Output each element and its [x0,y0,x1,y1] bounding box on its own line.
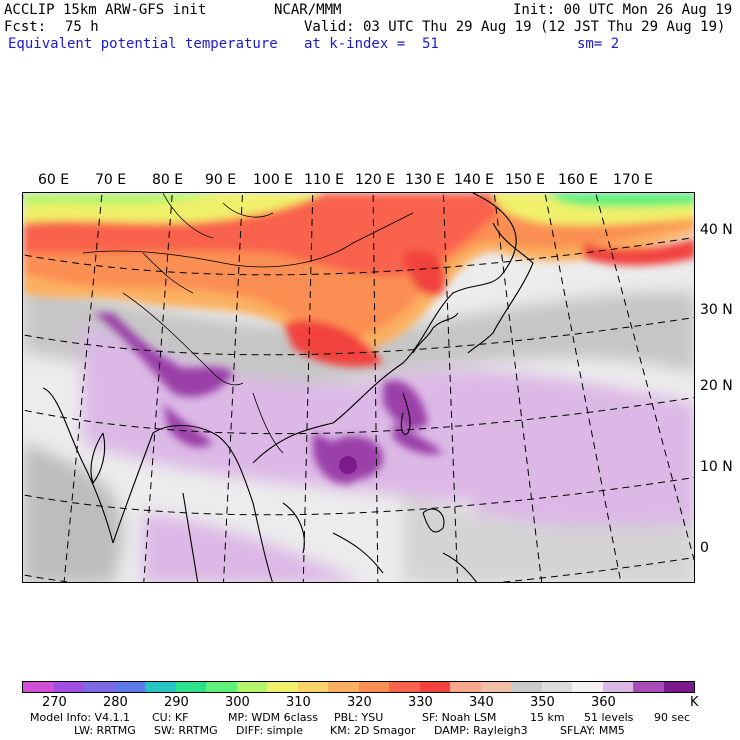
lon-label: 90 E [205,172,237,188]
colorbar-swatch [602,682,633,692]
lon-label: 120 E [355,172,396,188]
colorbar-swatch [84,682,115,692]
footer-levels: 51 levels [584,711,634,724]
footer-pbl: PBL: YSU [334,711,384,724]
colorbar-swatch [358,682,389,692]
init-time: Init: 00 UTC Mon 26 Aug 19 [513,2,733,18]
forecast-label: Fcst: [4,19,47,35]
footer-model-info: Model Info: V4.1.1 [30,711,131,724]
lat-label: 10 N [700,459,733,475]
lat-label: 40 N [700,222,733,238]
colorbar-swatch [114,682,145,692]
footer-lw: LW: RRTMG [74,724,136,737]
lon-label: 150 E [505,172,546,188]
colorbar-tick: 310 [286,695,311,710]
model-title: ACCLIP 15km ARW-GFS init [4,2,207,18]
lat-label: 0 [700,540,709,556]
lon-label: 140 E [454,172,495,188]
colorbar-tick: 330 [408,695,433,710]
footer-cu: CU: KF [152,711,189,724]
lon-label: 100 E [253,172,294,188]
colorbar-tick: 300 [225,695,250,710]
colorbar-tick: 280 [103,695,128,710]
forecast-hour: 75 h [65,19,99,35]
lat-label: 30 N [700,302,733,318]
colorbar-swatch [23,682,54,692]
footer-diff: DIFF: simple [236,724,304,737]
colorbar-tick: 270 [42,695,67,710]
colorbar-swatch [419,682,450,692]
lon-label: 70 E [95,172,127,188]
colorbar-swatch [389,682,420,692]
colorbar-swatch [328,682,359,692]
lon-label: 80 E [152,172,184,188]
colorbar-swatch [541,682,572,692]
field-name: Equivalent potential temperature [8,36,278,52]
lon-label: 170 E [613,172,654,188]
footer-res: 15 km [530,711,565,724]
lon-label: 160 E [558,172,599,188]
colorbar-swatch [236,682,267,692]
colorbar-swatch [450,682,481,692]
footer-sflay: SFLAY: MM5 [560,724,625,737]
lon-label: 60 E [38,172,70,188]
colorbar-tick: 320 [347,695,372,710]
colorbar-swatch [145,682,176,692]
footer-timestep: 90 sec [654,711,691,724]
lon-label: 130 E [405,172,446,188]
footer-sf: SF: Noah LSM [422,711,497,724]
colorbar-tick: 360 [591,695,616,710]
theta-e-map [22,192,695,583]
colorbar-tick: 350 [530,695,555,710]
lon-label: 110 E [304,172,345,188]
valid-time: Valid: 03 UTC Thu 29 Aug 19 (12 JST Thu … [304,19,726,35]
lat-label: 20 N [700,378,733,394]
smoothing-label: sm= 2 [577,36,620,52]
colorbar-swatch [267,682,298,692]
level-label: at k-index = 51 [304,36,439,52]
colorbar-tick: 340 [469,695,494,710]
colorbar-swatch [511,682,542,692]
colorbar [22,681,695,693]
footer-sw: SW: RRTMG [154,724,218,737]
colorbar-swatch [206,682,237,692]
colorbar-swatch [633,682,664,692]
colorbar-swatch [663,682,694,692]
colorbar-swatch [53,682,84,692]
colorbar-unit: K [690,695,699,710]
colorbar-swatch [572,682,603,692]
org-label: NCAR/MMM [274,2,342,18]
footer-km: KM: 2D Smagor [330,724,416,737]
footer-damp: DAMP: Rayleigh3 [434,724,528,737]
colorbar-swatch [480,682,511,692]
footer-mp: MP: WDM 6class [228,711,318,724]
colorbar-swatch [297,682,328,692]
colorbar-swatch [175,682,206,692]
colorbar-tick: 290 [164,695,189,710]
